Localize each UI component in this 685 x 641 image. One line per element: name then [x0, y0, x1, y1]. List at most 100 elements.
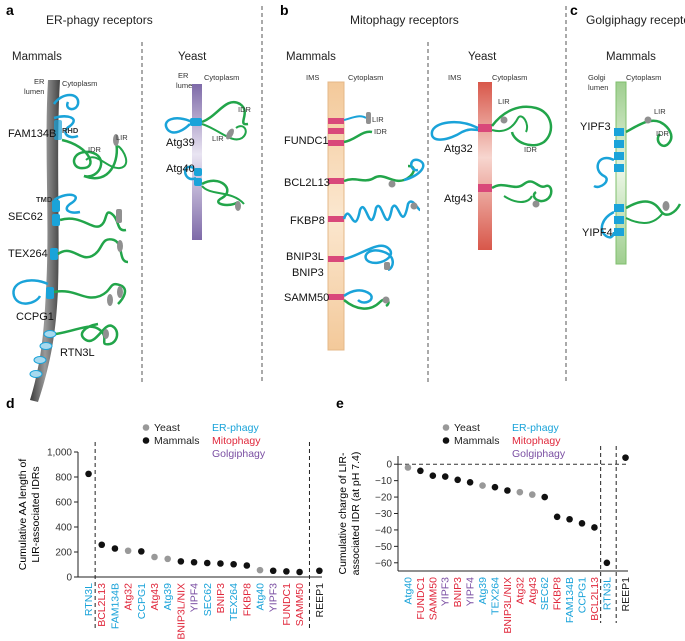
atg32-model — [430, 105, 553, 147]
cytoplasm-label-c: Cytoplasm — [626, 73, 661, 82]
y-tick-label: 600 — [55, 498, 72, 509]
bnip3l-bnip3-model — [328, 244, 394, 272]
x-tick-label: BNIP3 — [452, 577, 464, 608]
data-point-bcl2l13 — [591, 524, 598, 531]
legend-marker — [142, 437, 150, 444]
data-point-atg43 — [528, 491, 536, 498]
idr-label-fundc1: IDR — [374, 127, 388, 136]
x-tick-label: TEX264 — [489, 577, 501, 615]
protein-label-ccpg1: CCPG1 — [16, 311, 54, 323]
y-axis-label: Cumulative AA length of — [17, 459, 29, 571]
er-membrane — [30, 80, 60, 402]
x-tick-label: FKBP8 — [552, 577, 564, 610]
x-tick-label: BCL2L13 — [589, 577, 601, 621]
x-tick-label: YIPF4 — [189, 583, 201, 612]
x-tick-label: YIPF3 — [268, 583, 280, 612]
protein-label-tex264: TEX264 — [8, 248, 48, 260]
x-tick-label: TEX264 — [228, 583, 240, 621]
data-point-rtn3l — [603, 559, 611, 567]
protein-label-atg39: Atg39 — [166, 137, 195, 149]
panel-a-title: ER-phagy receptors — [46, 13, 153, 27]
x-tick-label: CCPG1 — [136, 583, 148, 619]
data-point-sec62 — [541, 493, 549, 501]
x-tick-label: BNIP3L/NIX — [502, 577, 514, 634]
x-tick-label: REEP1 — [620, 577, 632, 612]
lir-label-yipf3: LIR — [654, 107, 666, 116]
data-point-bnip3 — [217, 560, 224, 567]
yeast-er-membrane — [192, 84, 202, 240]
x-tick-label: BNIP3L/NIX — [175, 583, 187, 640]
lir-label-fundc1: LIR — [372, 115, 384, 124]
cytoplasm-label-b-mammals: Cytoplasm — [348, 73, 383, 82]
yeast-er-lumen-label-2: lumen — [176, 81, 196, 90]
panel-letter-c: c — [570, 2, 578, 18]
samm50-model — [328, 289, 390, 310]
legend-class-label: Golgiphagy — [512, 448, 566, 460]
panel-c: c Golgiphagy receptors Mammals Golgi lum… — [570, 2, 685, 265]
x-tick-label: Atg43 — [527, 577, 539, 605]
panel-a-mammals-label: Mammals — [12, 51, 62, 63]
panel-letter-e: e — [336, 395, 344, 411]
yipf4-model — [600, 200, 682, 239]
protein-label-samm50: SAMM50 — [284, 292, 329, 304]
chart-e: e 0 −10 −20 −30 −40 −50 −60 Cumulative charge of… — [336, 395, 632, 634]
data-point-atg40 — [404, 464, 412, 471]
cytoplasm-label-a-yeast: Cytoplasm — [204, 73, 239, 82]
data-point-atg43 — [151, 553, 158, 561]
x-tick-label: YIPF3 — [440, 577, 452, 606]
panel-letter-b: b — [280, 2, 289, 18]
x-tick-label: FAM134B — [564, 577, 576, 623]
legend-species-label: Mammals — [454, 435, 500, 447]
y-axis-label: Cumulative charge of LIR- — [337, 452, 349, 574]
legend-marker — [442, 424, 450, 431]
data-point-samm50 — [429, 472, 437, 480]
cytoplasm-label-b-yeast: Cytoplasm — [492, 73, 527, 82]
panel-b: b Mitophagy receptors Mammals IMS Cytopl… — [280, 2, 553, 382]
x-tick-label: Atg39 — [162, 583, 174, 611]
legend-class-label: Mitophagy — [512, 435, 561, 447]
y-tick-label: −50 — [375, 542, 392, 553]
x-tick-label: YIPF4 — [465, 577, 477, 606]
data-point-fkbp8 — [553, 513, 561, 521]
er-lumen-label-1: ER — [34, 77, 45, 86]
y-tick-label: 400 — [55, 523, 72, 534]
panel-c-mammals-label: Mammals — [606, 51, 656, 63]
lir-label-fam134b: LIR — [116, 133, 128, 142]
golgi-membrane — [615, 81, 627, 265]
data-point-samm50 — [296, 568, 303, 576]
protein-label-yipf4: YIPF4 — [582, 227, 613, 239]
fundc1-model — [328, 112, 373, 146]
x-tick-label: RTN3L — [83, 583, 95, 616]
protein-label-bnip3: BNIP3 — [292, 267, 324, 279]
y-axis-label: associated IDR (at pH 7.4) — [350, 452, 362, 576]
protein-label-atg40: Atg40 — [166, 163, 195, 175]
y-tick-label: −60 — [375, 558, 392, 569]
x-tick-label: SAMM50 — [294, 583, 306, 626]
data-point-atg39 — [479, 482, 486, 489]
protein-label-sec62: SEC62 — [8, 211, 43, 223]
data-point-tex264 — [230, 560, 237, 568]
lir-label-atg39: LIR — [212, 134, 224, 143]
x-tick-label: BCL2L13 — [96, 583, 108, 627]
x-tick-label: Atg40 — [255, 583, 267, 611]
legend-class-label: Mitophagy — [212, 435, 261, 447]
data-point-atg32 — [516, 488, 524, 496]
y-tick-label: 0 — [386, 460, 392, 471]
protein-label-fkbp8: FKBP8 — [290, 215, 325, 227]
atg43-model — [478, 180, 553, 208]
data-point-bnip3l-nix — [504, 487, 511, 494]
legend-class-label: ER-phagy — [212, 422, 259, 434]
panel-b-title: Mitophagy receptors — [350, 13, 459, 27]
y-axis-label: LIR-associated IDRs — [30, 466, 42, 562]
y-tick-label: −20 — [375, 493, 392, 504]
data-point-atg39 — [164, 555, 171, 563]
x-tick-label: Atg43 — [149, 583, 161, 611]
idr-label-atg39: IDR — [238, 105, 252, 114]
data-point-atg40 — [256, 566, 264, 574]
yeast-er-lumen-label-1: ER — [178, 71, 189, 80]
x-tick-label: Atg32 — [123, 583, 135, 611]
x-tick-label: SEC62 — [539, 577, 551, 610]
data-point-fundc1 — [417, 467, 424, 475]
x-tick-label: BNIP3 — [215, 583, 227, 614]
